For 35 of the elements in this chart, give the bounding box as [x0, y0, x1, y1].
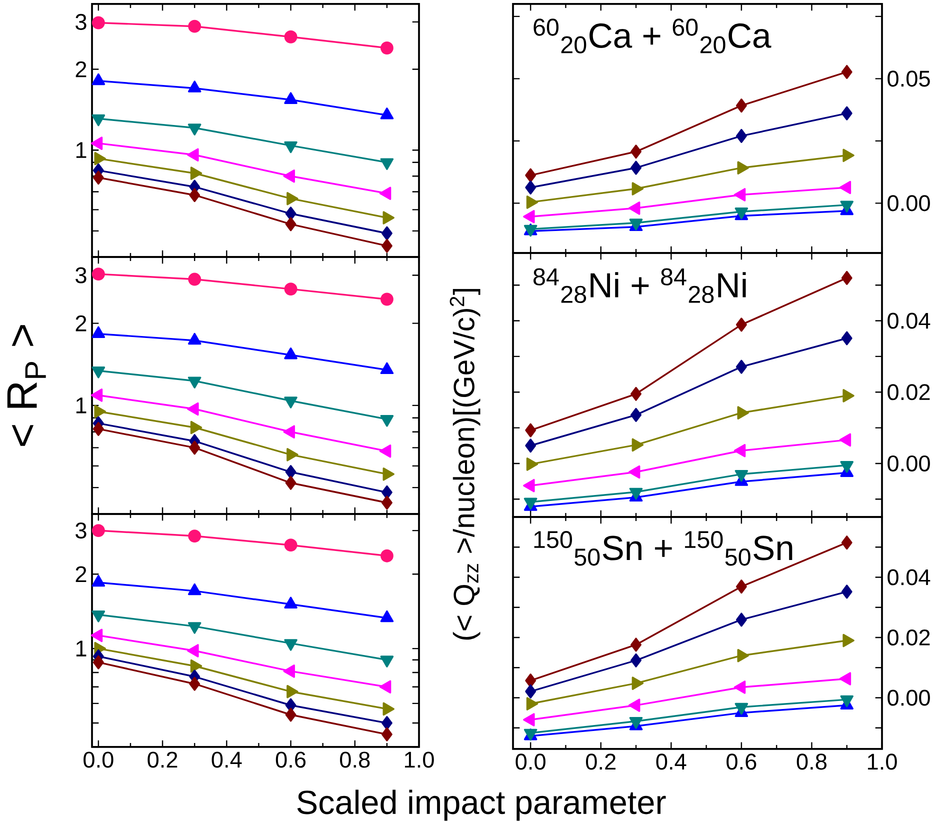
x-tick-label: 0.0 — [84, 752, 114, 768]
y-tick-label: 1 — [76, 640, 86, 656]
annotation: 60$_{20}$Ca + $^{60}$$_{20}$Ca — [534, 18, 772, 54]
x-tick-label: 0.0 — [516, 754, 546, 770]
y-tick-label: 0.00 — [888, 690, 930, 706]
x-tick-label: 0.2 — [148, 752, 178, 768]
x-tick-label: 0.8 — [796, 754, 826, 770]
y-tick-label: 2 — [76, 61, 86, 78]
y-tick-label: 1 — [76, 398, 86, 414]
annotation: 150$_{50}$Sn + $^{150}$$_{50}$Sn — [534, 530, 792, 566]
y-tick-label: 0.05 — [888, 70, 930, 87]
x-tick-label: 0.4 — [212, 752, 242, 768]
y-tick-label: 0.00 — [888, 195, 930, 212]
y-tick-label: 2 — [76, 315, 86, 332]
x-tick-label: 0.4 — [656, 754, 686, 770]
y-tick-label: 0.02 — [888, 629, 930, 646]
y-tick-label: 0.00 — [888, 455, 930, 472]
x-tick-label: 1.0 — [868, 754, 897, 770]
y-axis-title: < R$_{P}$ > — [7, 325, 46, 446]
x-tick-label: 0.6 — [726, 754, 756, 770]
y-axis-title: (< Q$_{zz}$ >/nucleon)[(GeV/c)$^{2}$] — [450, 289, 480, 640]
y-tick-label: 2 — [76, 566, 86, 582]
y-tick-label: 1 — [76, 142, 86, 158]
x-tick-label: 0.6 — [276, 752, 306, 768]
x-tick-label: 0.8 — [340, 752, 370, 768]
y-tick-label: 3 — [76, 267, 86, 284]
x-axis-title: Scaled impact parameter — [297, 790, 666, 821]
y-tick-label: 3 — [76, 14, 86, 30]
y-tick-label: 0.04 — [888, 569, 930, 586]
x-tick-label: 0.2 — [586, 754, 616, 770]
y-tick-label: 3 — [76, 522, 86, 539]
y-tick-label: 0.02 — [888, 384, 930, 400]
x-tick-label: 1.0 — [404, 752, 434, 768]
y-tick-label: 0.04 — [888, 312, 930, 329]
annotation: 84$_{28}$Ni + $^{84}$$_{28}$Ni — [534, 268, 746, 303]
